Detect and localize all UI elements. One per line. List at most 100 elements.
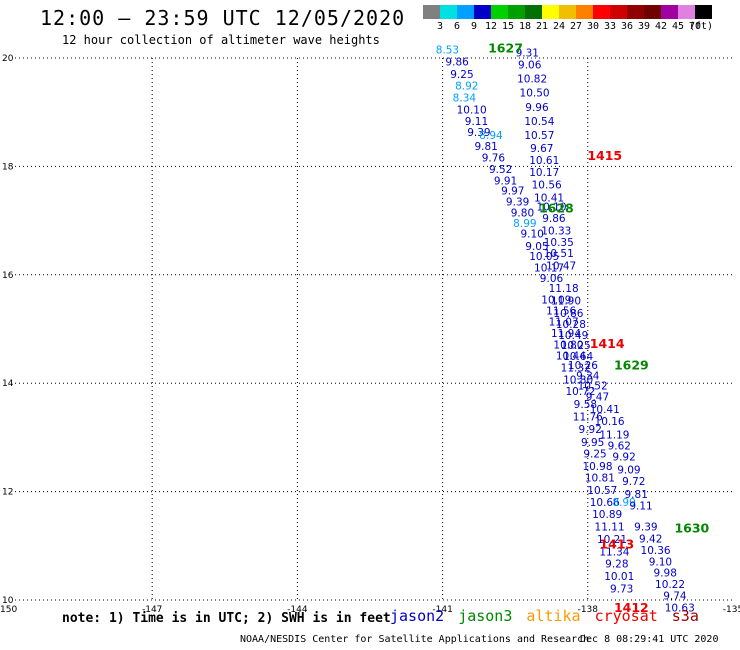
pass-number: 1628 bbox=[539, 200, 574, 215]
wave-height-value: 10.52 bbox=[578, 381, 608, 393]
wave-height-value: 9.72 bbox=[622, 476, 645, 488]
color-scale-labels: 3 6 9 12 15 18 21 24 27 30 33 36 39 42 45 70 (ft) bbox=[0, 21, 740, 35]
wave-height-value: 10.81 bbox=[585, 472, 615, 484]
legend-unit: (ft) bbox=[688, 21, 714, 32]
legend-label: 9 bbox=[470, 21, 478, 32]
generated-timestamp: Dec 8 08:29:41 UTC 2020 bbox=[580, 634, 719, 645]
wave-height-readings: 9.869.2510.109.119.399.819.769.529.919.9… bbox=[436, 45, 695, 615]
wave-height-value: 10.25 bbox=[561, 340, 591, 352]
wave-height-value: 11.19 bbox=[599, 429, 629, 441]
wave-height-value: 9.92 bbox=[579, 424, 602, 436]
lat-tick-label: 16 bbox=[2, 271, 14, 281]
wave-height-value: 10.51 bbox=[544, 248, 574, 260]
wave-height-value: 9.97 bbox=[501, 186, 524, 198]
wave-height-value: 9.39 bbox=[634, 522, 657, 534]
wave-height-value: 11.11 bbox=[595, 522, 625, 534]
mission-cryosat: cryosat bbox=[594, 607, 658, 625]
wave-height-value: 10.49 bbox=[558, 330, 588, 342]
mission-jason3: jason3 bbox=[458, 607, 513, 625]
wave-height-value: 11.94 bbox=[551, 328, 581, 340]
wave-height-value: 9.34 bbox=[576, 370, 600, 382]
pass-number: 1413 bbox=[599, 537, 634, 552]
legend-swatch bbox=[542, 5, 559, 19]
wave-height-value: 8.34 bbox=[453, 92, 477, 104]
wave-height-value: 10.86 bbox=[553, 308, 583, 320]
graticule bbox=[15, 57, 733, 601]
legend-swatch bbox=[576, 5, 593, 19]
lon-tick-label: -147 bbox=[142, 605, 162, 615]
pass-number: 1414 bbox=[590, 336, 625, 351]
mission-legend: jason2 jason3 altika cryosat s3a bbox=[390, 607, 699, 625]
legend-label: 21 bbox=[535, 21, 549, 32]
wave-height-value: 9.80 bbox=[511, 207, 534, 219]
lon-tick-label: -135 bbox=[723, 605, 740, 615]
wave-height-value: 11.76 bbox=[573, 412, 603, 424]
pass-number: 1412 bbox=[614, 600, 649, 615]
legend-swatch bbox=[491, 5, 508, 19]
lon-tick-label: -144 bbox=[287, 605, 308, 615]
wave-height-value: 9.98 bbox=[654, 568, 677, 580]
legend-label: 39 bbox=[637, 21, 651, 32]
legend-swatch bbox=[661, 5, 678, 19]
wave-height-value: 10.21 bbox=[597, 534, 627, 546]
page-subtitle: 12 hour collection of altimeter wave hei… bbox=[62, 33, 380, 47]
legend-label: 30 bbox=[586, 21, 600, 32]
lat-tick-label: 20 bbox=[2, 54, 14, 64]
pass-number-labels: 1627 1415 1628 1414 1629 1630 1413 1412 bbox=[488, 41, 709, 615]
wave-height-value: 9.47 bbox=[586, 392, 609, 404]
mission-s3a: s3a bbox=[671, 607, 699, 625]
wave-height-value: 9.10 bbox=[520, 228, 543, 240]
wave-height-value: 10.22 bbox=[655, 579, 685, 591]
wave-height-value: 10.80 bbox=[563, 375, 593, 387]
pass-number: 1629 bbox=[614, 358, 649, 373]
lat-tick-label: 10 bbox=[2, 596, 14, 606]
wave-height-value: 11.56 bbox=[546, 305, 576, 317]
wave-height-value: 11.34 bbox=[599, 547, 629, 559]
wave-height-value: 10.17 bbox=[529, 167, 559, 179]
wave-height-value: 9.28 bbox=[605, 558, 628, 570]
wave-height-value: 9.31 bbox=[516, 47, 539, 59]
legend-label: 42 bbox=[654, 21, 668, 32]
credit-line: NOAA/NESDIS Center for Satellite Applica… bbox=[240, 634, 590, 645]
wave-height-value: 10.01 bbox=[604, 571, 634, 583]
wave-height-value: 10.33 bbox=[541, 226, 571, 238]
wave-height-value: 10.41 bbox=[590, 404, 620, 416]
legend-swatch bbox=[610, 5, 627, 19]
wave-height-value: 9.58 bbox=[574, 399, 597, 411]
wave-height-value: 9.91 bbox=[494, 175, 517, 187]
legend-swatch bbox=[627, 5, 644, 19]
lon-tick-label: -138 bbox=[578, 605, 599, 615]
mission-jason2: jason2 bbox=[390, 607, 445, 625]
wave-height-value: 10.89 bbox=[592, 509, 622, 521]
page-title: 12:00 – 23:59 UTC 12/05/2020 bbox=[40, 6, 406, 30]
legend-swatch bbox=[644, 5, 661, 19]
wave-height-value: 11.90 bbox=[551, 296, 581, 308]
wave-height-value: 9.25 bbox=[450, 69, 473, 81]
wave-height-value: 9.96 bbox=[525, 102, 549, 114]
wave-height-value: 10.09 bbox=[541, 295, 571, 307]
wave-height-value: 9.42 bbox=[639, 534, 662, 546]
legend-label: 12 bbox=[484, 21, 498, 32]
wave-height-value: 9.86 bbox=[445, 57, 469, 69]
legend-swatch bbox=[559, 5, 576, 19]
legend-label: 45 bbox=[671, 21, 685, 32]
wave-height-value: 9.39 bbox=[506, 196, 529, 208]
pass-number: 1630 bbox=[674, 520, 709, 535]
wave-height-value: 9.95 bbox=[581, 437, 604, 449]
lon-tick-label: -141 bbox=[432, 605, 452, 615]
wave-height-value: 10.82 bbox=[517, 73, 547, 85]
legend-swatch bbox=[525, 5, 542, 19]
wave-height-value: 9.67 bbox=[530, 143, 553, 155]
wave-height-value: 10.26 bbox=[568, 360, 598, 372]
legend-label: 3 bbox=[436, 21, 444, 32]
legend-swatch bbox=[678, 5, 695, 19]
wave-height-value: 8.99 bbox=[513, 218, 536, 230]
wave-height-value: 10.63 bbox=[665, 602, 695, 614]
wave-height-value: 10.50 bbox=[520, 87, 550, 99]
wave-height-value: 9.11 bbox=[629, 500, 652, 512]
wave-height-value: 9.52 bbox=[489, 164, 512, 176]
wave-height-value: 10.47 bbox=[546, 260, 576, 272]
wave-height-value: 10.36 bbox=[641, 545, 671, 557]
wave-height-value: 10.56 bbox=[532, 180, 562, 192]
